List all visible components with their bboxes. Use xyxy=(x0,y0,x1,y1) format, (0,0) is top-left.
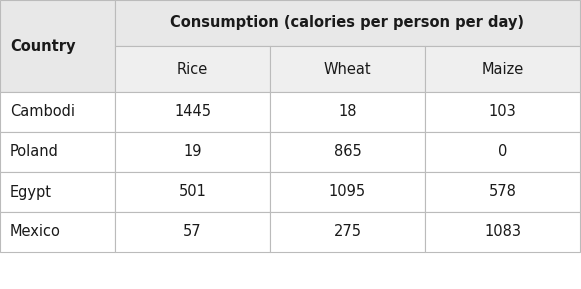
Text: 103: 103 xyxy=(489,105,517,119)
Text: 18: 18 xyxy=(338,105,357,119)
Bar xyxy=(425,172,580,212)
Text: Cambodi: Cambodi xyxy=(10,105,75,119)
Text: Consumption (calories per person per day): Consumption (calories per person per day… xyxy=(170,16,525,31)
Text: 19: 19 xyxy=(183,144,202,160)
Text: 0: 0 xyxy=(498,144,507,160)
Bar xyxy=(270,172,425,212)
Text: 501: 501 xyxy=(178,184,206,199)
Text: Maize: Maize xyxy=(482,62,523,77)
Bar xyxy=(270,212,425,252)
Bar xyxy=(0,212,115,252)
Bar xyxy=(115,0,580,46)
Text: 865: 865 xyxy=(333,144,361,160)
Bar xyxy=(425,92,580,132)
Bar xyxy=(0,0,115,92)
Bar xyxy=(270,46,425,92)
Text: Rice: Rice xyxy=(177,62,208,77)
Bar xyxy=(270,92,425,132)
Bar xyxy=(0,92,115,132)
Text: 1095: 1095 xyxy=(329,184,366,199)
Bar xyxy=(425,212,580,252)
Text: 578: 578 xyxy=(489,184,517,199)
Text: 1445: 1445 xyxy=(174,105,211,119)
Text: Egypt: Egypt xyxy=(10,184,52,199)
Bar xyxy=(115,132,270,172)
Text: Poland: Poland xyxy=(10,144,59,160)
Text: Country: Country xyxy=(10,38,76,53)
Bar xyxy=(115,92,270,132)
Bar xyxy=(115,46,270,92)
Text: Wheat: Wheat xyxy=(324,62,371,77)
Bar xyxy=(0,172,115,212)
Bar xyxy=(115,172,270,212)
Bar xyxy=(425,46,580,92)
Text: 1083: 1083 xyxy=(484,225,521,240)
Text: 275: 275 xyxy=(333,225,361,240)
Bar xyxy=(0,132,115,172)
Text: 57: 57 xyxy=(183,225,202,240)
Bar xyxy=(270,132,425,172)
Bar xyxy=(425,132,580,172)
Bar xyxy=(115,212,270,252)
Text: Mexico: Mexico xyxy=(10,225,61,240)
